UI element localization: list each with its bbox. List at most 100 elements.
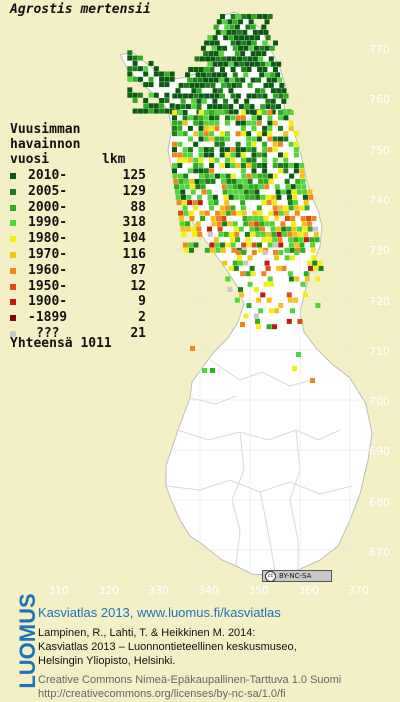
observation-square [277,77,283,83]
observation-square [238,104,244,110]
license-line[interactable]: http://creativecommons.org/licenses/by-n… [38,688,286,700]
observation-square [273,67,278,72]
observation-square [229,24,235,30]
observation-square [220,210,226,216]
observation-square [199,56,205,62]
atlas-url[interactable]: Kasviatlas 2013, www.luomus.fi/kasviatla… [38,605,281,620]
observation-square [276,61,282,67]
observation-square [204,93,210,99]
observation-square [269,72,275,78]
observation-square [271,77,277,83]
legend-swatch [10,315,16,322]
observation-square [225,205,231,211]
observation-square [180,98,186,104]
observation-square [190,189,196,195]
y-axis-label: 730 [369,244,390,258]
observation-square [256,163,262,168]
observation-square [278,210,284,216]
observation-square [217,88,223,94]
observation-square [283,163,289,168]
observation-square [182,242,188,248]
region-borders [165,359,353,577]
legend-label: 1970- [28,246,68,262]
observation-square [253,184,259,190]
observation-square [278,163,283,168]
observation-square [249,194,255,200]
observation-square [258,29,264,35]
observation-square [246,136,252,142]
observation-square [310,242,316,248]
observation-square [198,136,204,142]
observation-square [258,308,264,314]
observation-square [218,77,224,83]
observation-square [188,242,194,248]
observation-square [244,61,250,67]
observation-square [183,210,189,216]
observation-square [229,237,235,243]
observation-square [192,200,198,206]
observation-square [246,147,252,153]
observation-square [183,178,189,184]
observation-square [289,173,295,179]
legend-label: 1900- [28,294,68,310]
observation-square [249,35,255,41]
observation-square [288,205,294,211]
observation-square [272,120,278,126]
observation-square [263,82,269,88]
legend-label: 1950- [28,278,68,294]
total-value: 1011 [80,336,112,351]
observation-square [250,51,256,57]
observation-square [293,200,299,206]
observation-square [188,93,194,99]
observation-square [283,131,289,137]
observation-square [295,178,301,184]
observation-square [172,110,177,115]
observation-square [271,231,277,237]
observation-square [294,242,300,248]
cc-license-badge[interactable]: cc BY-NC-SA [262,570,332,582]
observation-square [294,276,300,282]
observation-square [285,184,291,190]
observation-square [203,152,209,158]
observation-square [267,14,273,19]
observation-square [302,226,308,232]
observation-square [228,35,234,41]
observation-square [251,152,257,158]
observation-square [268,56,274,62]
observation-square [222,221,228,227]
observation-square [230,115,236,121]
observation-square [240,152,246,158]
observation-square [240,200,246,206]
observation-square [225,173,231,179]
observation-square [195,184,201,190]
observation-square [262,173,268,179]
observation-square [194,82,200,88]
observation-square [240,205,246,211]
observation-square [240,125,246,131]
observation-square [233,265,239,271]
observation-square [188,67,194,72]
observation-square [315,303,321,308]
observation-square [281,88,287,94]
observation-square [225,157,230,163]
observation-square [236,178,242,184]
observation-square [247,281,253,287]
observation-square [258,216,264,221]
observation-square [267,125,273,131]
observation-square [191,226,197,232]
observation-square [197,200,203,206]
observation-square [251,136,257,142]
observation-square [228,194,234,200]
observation-square [216,221,222,227]
observation-square [182,205,188,211]
observation-square [210,368,215,373]
observation-square [235,250,241,255]
observation-square [219,242,225,248]
observation-square [203,110,209,115]
legend-label: 2010- [28,168,68,183]
legend-swatch [10,204,16,211]
observation-square [148,60,154,66]
observation-square [267,131,273,137]
observation-square [214,125,220,131]
observation-square [153,71,159,77]
